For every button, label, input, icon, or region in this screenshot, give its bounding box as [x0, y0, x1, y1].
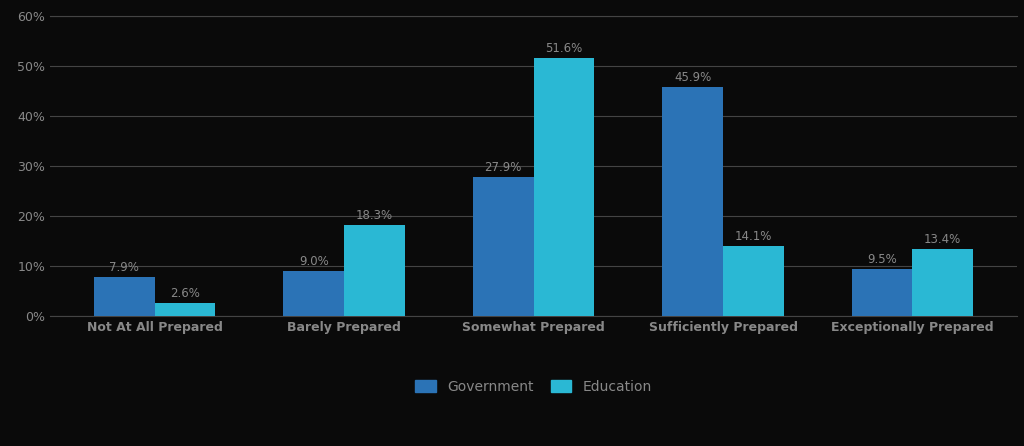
Bar: [473, 177, 534, 316]
Text: 7.9%: 7.9%: [110, 261, 139, 274]
Text: 18.3%: 18.3%: [356, 209, 393, 222]
Bar: [663, 87, 723, 316]
Bar: [155, 303, 215, 316]
Bar: [284, 271, 344, 316]
Text: 45.9%: 45.9%: [674, 71, 712, 84]
Bar: [852, 269, 912, 316]
Text: 51.6%: 51.6%: [545, 42, 583, 55]
Bar: [94, 277, 155, 316]
Bar: [912, 249, 973, 316]
Legend: Government, Education: Government, Education: [410, 374, 657, 399]
Text: 2.6%: 2.6%: [170, 287, 200, 300]
Text: 9.5%: 9.5%: [867, 253, 897, 266]
Text: 9.0%: 9.0%: [299, 255, 329, 268]
Text: 27.9%: 27.9%: [484, 161, 522, 174]
Bar: [534, 58, 594, 316]
Text: 13.4%: 13.4%: [925, 233, 962, 246]
Text: 14.1%: 14.1%: [734, 230, 772, 243]
Bar: [723, 246, 783, 316]
Bar: [344, 225, 404, 316]
